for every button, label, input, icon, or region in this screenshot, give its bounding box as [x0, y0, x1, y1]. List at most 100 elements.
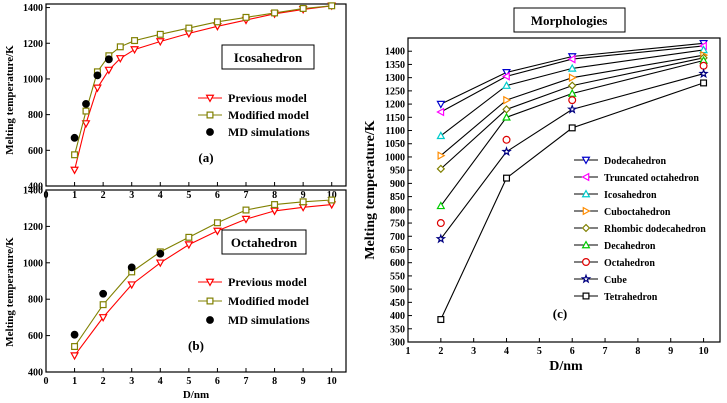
legend-marker [206, 111, 214, 119]
series-tetrahedron [437, 79, 708, 324]
panel-b-legend: Previous model Modified model MD simulatio… [198, 275, 310, 327]
data-point [213, 18, 221, 26]
data-point [241, 215, 251, 224]
panel-c-series [435, 39, 709, 324]
series-line [440, 59, 704, 207]
series-truncated-octahedron [436, 41, 707, 117]
panel-a-series [70, 2, 337, 175]
legend-marker [580, 273, 592, 284]
data-point [104, 66, 114, 75]
series-line [440, 57, 704, 170]
legend-label: Dodecahedron [604, 156, 666, 167]
data-point [328, 2, 336, 10]
series-octahedron [436, 61, 708, 228]
data-point [104, 55, 113, 64]
data-point [70, 166, 79, 175]
panel-c-title: Morphologies [531, 13, 608, 28]
legend-marker [581, 156, 591, 165]
y-tick-label: 400 [28, 368, 43, 379]
panel-c-frame [407, 37, 721, 343]
data-point [436, 219, 445, 228]
legend-item-dodecahedron: Dodecahedron [574, 156, 666, 167]
x-tick-label: 9 [668, 346, 673, 357]
data-point [436, 100, 446, 109]
data-point [436, 164, 446, 174]
x-tick-label: 6 [570, 346, 575, 357]
data-point [184, 30, 194, 39]
x-tick-label: 7 [603, 346, 608, 357]
data-point [81, 120, 91, 129]
y-tick-label: 550 [390, 271, 405, 282]
panel-b-frame [45, 189, 347, 373]
y-tick-label: 900 [390, 179, 405, 190]
panel-b-series [70, 196, 337, 361]
series-cube [435, 68, 709, 244]
x-tick-label: 7 [244, 190, 249, 201]
panel-a-y-axis-label: Melting temperature/K [4, 45, 16, 155]
panel-c: 300 350 400 450 500 550 600 650 700 750 800 850 900 9… [363, 7, 721, 374]
legend-item-decahedron: Decahedron [574, 240, 656, 252]
legend-label: Tetrahedron [604, 292, 658, 303]
data-point [271, 9, 279, 17]
legend-item-modified-model: Modified model [198, 108, 310, 122]
panel-b-title: Octahedron [231, 235, 298, 250]
legend-marker [206, 297, 214, 305]
legend-item-cuboctahedron: Cuboctahedron [574, 206, 671, 218]
data-point [502, 69, 511, 78]
panel-b-y-ticks: 400 600 800 1000 1200 1400 [23, 186, 50, 379]
x-tick-label: 10 [327, 190, 337, 201]
x-tick-label: 10 [327, 376, 337, 387]
legend-item-octahedron: Octahedron [574, 258, 655, 269]
legend-marker [205, 278, 215, 287]
x-tick-label: 8 [272, 190, 277, 201]
x-tick-label: 4 [158, 190, 163, 201]
series-line [440, 54, 704, 157]
panel-b-title-box [221, 229, 307, 255]
data-point [213, 227, 222, 236]
panel-c-y-ticks: 300 350 400 450 500 550 600 650 700 750 800 850 900 9… [385, 47, 412, 349]
y-tick-label: 1000 [23, 74, 43, 85]
panel-a-title: Icosahedron [234, 50, 303, 65]
panel-a-x-ticks: 0 1 2 3 4 5 6 7 8 9 10 [44, 182, 337, 201]
data-point [156, 249, 165, 258]
y-tick-label: 1300 [385, 73, 405, 84]
data-point [185, 24, 193, 32]
x-tick-label: 8 [272, 376, 277, 387]
panel-b-label: (b) [188, 338, 204, 353]
y-tick-label: 750 [390, 219, 405, 230]
data-point [185, 233, 193, 241]
series-decahedron [436, 55, 708, 210]
series-line [440, 42, 704, 105]
x-tick-label: 10 [699, 346, 709, 357]
data-point [116, 43, 124, 51]
data-point [155, 38, 165, 47]
y-tick-label: 600 [28, 146, 43, 157]
legend-item-cube: Cube [574, 273, 627, 286]
panel-c-y-axis-label: Melting temperature/K [363, 120, 378, 259]
data-point [71, 343, 79, 351]
data-point [115, 55, 125, 64]
legend-label: MD simulations [228, 313, 310, 327]
x-tick-label: 4 [504, 346, 509, 357]
legend-label: Modified model [228, 294, 310, 308]
legend-item-md-simulations: MD simulations [206, 313, 310, 327]
series-md-simulations [70, 249, 165, 339]
data-point [271, 201, 279, 209]
data-point [93, 84, 102, 93]
data-point [501, 71, 510, 81]
legend-item-truncated-octahedron: Truncated octahedron [574, 172, 699, 184]
legend-label: Cuboctahedron [604, 207, 671, 218]
y-tick-label: 700 [390, 232, 405, 243]
data-point [568, 73, 577, 83]
y-tick-label: 1400 [385, 47, 405, 58]
panel-c-x-ticks: 1 2 3 4 5 6 7 8 9 10 [406, 338, 709, 357]
data-point [700, 79, 708, 87]
data-point [127, 281, 137, 290]
y-tick-label: 1350 [385, 60, 405, 71]
y-tick-label: 1250 [385, 86, 405, 97]
panel-a-y-ticks: 400 600 800 1000 1200 1400 [23, 3, 50, 193]
legend-label: Previous model [228, 275, 307, 289]
y-tick-label: 1000 [385, 152, 405, 163]
legend-marker [206, 316, 214, 324]
